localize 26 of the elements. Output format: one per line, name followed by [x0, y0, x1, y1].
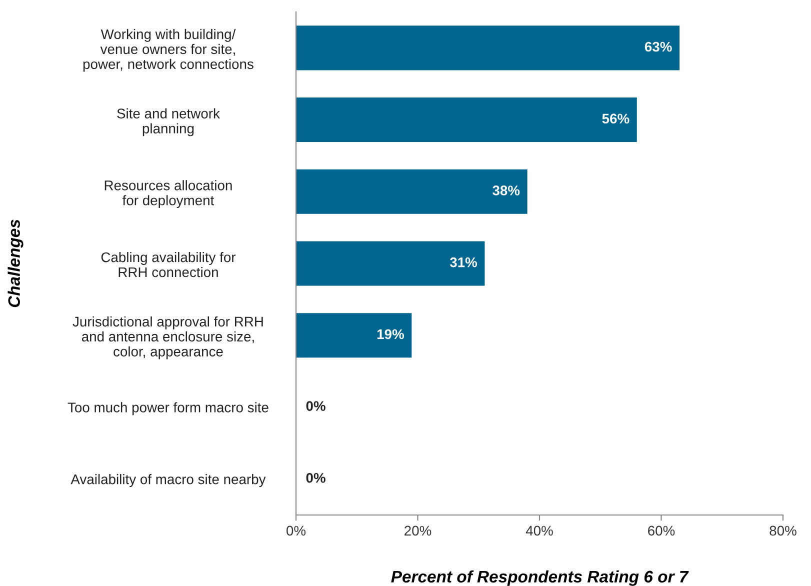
data-label: 38%	[492, 186, 520, 196]
x-tick-label: 20%	[404, 526, 432, 536]
x-tick-label: 0%	[286, 526, 306, 536]
data-label: 56%	[602, 114, 630, 124]
bar	[296, 26, 680, 70]
data-label: 0%	[306, 401, 326, 411]
bar	[296, 169, 528, 214]
data-label: 31%	[450, 257, 478, 268]
y-axis-title: Challenges	[8, 220, 24, 308]
y-tick-label: Availability of macro site nearby	[70, 474, 266, 487]
y-tick-label: Working with building/ venue owners for site, power, network connections	[83, 28, 254, 72]
x-axis-title: Percent of Respondents Rating 6 or 7	[391, 570, 689, 586]
bar	[296, 313, 412, 358]
bar	[296, 98, 637, 142]
y-tick-label: Jurisdictional approval for RRH and antenna enclosure size, color, appearance	[72, 316, 263, 360]
data-label: 19%	[377, 329, 404, 340]
x-tick-label: 80%	[770, 526, 796, 536]
data-label: 0%	[306, 472, 326, 483]
y-tick-label: Too much power form macro site	[68, 402, 268, 416]
x-tick-label: 60%	[648, 526, 675, 536]
data-label: 63%	[644, 42, 672, 52]
bar	[296, 241, 485, 286]
y-tick-label: Cabling availability for RRH connection	[101, 252, 236, 278]
x-tick-label: 40%	[526, 526, 553, 536]
y-tick-label: Resources allocation for deployment	[104, 180, 232, 208]
y-tick-label: Site and network planning	[117, 108, 220, 136]
